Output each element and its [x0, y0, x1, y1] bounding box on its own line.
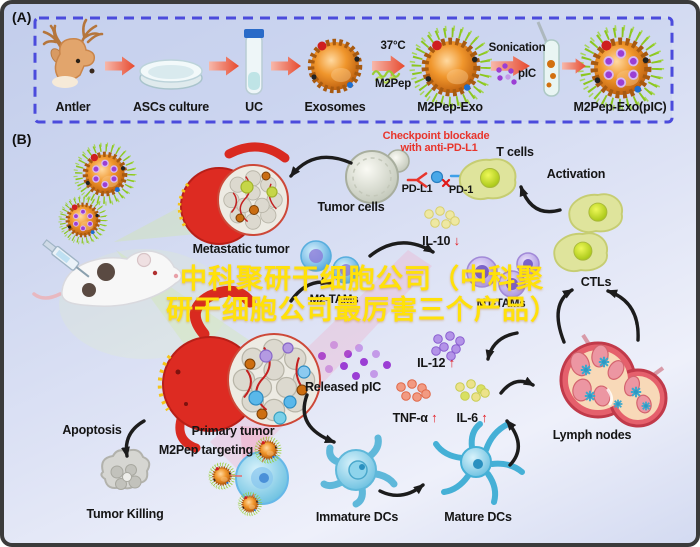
pd-blockade-icon — [406, 170, 473, 188]
t-cell-icon — [458, 158, 517, 200]
il6-name: IL-6 — [456, 411, 478, 425]
il10-dots-icon — [424, 206, 460, 229]
il10-name: IL-10 — [422, 234, 451, 248]
il12-dots-icon — [431, 331, 465, 361]
antler-label: Antler — [55, 100, 91, 114]
exosomes-label: Exosomes — [304, 100, 366, 114]
il12-label: IL-12 ↑ — [417, 355, 455, 370]
ctl-cell-icon — [568, 193, 624, 233]
pd-1-label: PD-1 — [448, 184, 474, 196]
immature-dc-icon — [320, 434, 398, 508]
tnfa-up-arrow-icon: ↑ — [431, 410, 438, 425]
temp-label: 37°C — [380, 40, 406, 52]
ctls-label: CTLs — [580, 275, 612, 289]
watermark-line2: 研干细胞公司最厉害三个产品） — [166, 295, 558, 325]
mature-dc-icon — [433, 421, 525, 505]
m2pep-label: M2Pep — [374, 78, 412, 90]
flow-arrows — [121, 155, 640, 498]
metastatic-tumor-icon — [177, 142, 290, 245]
il10-label: IL-10 ↓ — [422, 233, 460, 248]
panel-b-label: (B) — [12, 131, 32, 147]
m2-tams-label: M2-TAMs — [309, 294, 359, 306]
m2-tams-icon — [300, 240, 360, 284]
syringe-icon — [42, 239, 90, 278]
il12-up-arrow-icon: ↑ — [448, 355, 456, 370]
m1-tams-icon — [466, 252, 540, 298]
watermark-line1: 中科聚研干细胞公司（中科聚 — [180, 264, 544, 294]
pic-dots-icon — [496, 63, 517, 85]
lymph-nodes-label: Lymph nodes — [552, 428, 632, 442]
metastatic-tumor-label: Metastatic tumor — [192, 242, 290, 256]
lymph-node-icon — [559, 333, 668, 428]
il10-down-arrow-icon: ↓ — [453, 233, 461, 248]
tumor-cells-icon — [345, 149, 410, 204]
il6-dots-icon — [455, 379, 490, 402]
primary-tumor-label: Primary tumor — [191, 424, 275, 438]
sonication-label: Sonication — [488, 42, 546, 54]
pic-label: pIC — [518, 68, 536, 80]
uc-label: UC — [245, 100, 263, 114]
sonication-tube-icon — [536, 21, 560, 97]
activation-label: Activation — [546, 167, 606, 181]
checkpoint-line1: Checkpoint blockade — [382, 130, 490, 142]
watermark-text: 中科聚研干细胞公司（中科聚 研干细胞公司最厉害三个产品） — [166, 264, 558, 326]
immature-dcs-label: Immature DCs — [315, 510, 399, 524]
mouse-icon — [32, 250, 183, 307]
panel-b-art — [32, 142, 668, 517]
uc-tube-icon — [244, 29, 264, 95]
m2pep-targeting-cell-icon — [207, 435, 289, 517]
ascs-culture-label: ASCs culture — [132, 100, 210, 114]
m2pep-peptide-icon — [371, 70, 401, 84]
released-pic-dots-icon — [318, 341, 391, 380]
released-pic-label: Released pIC — [304, 380, 382, 394]
petri-dish-icon — [139, 59, 203, 90]
apoptotic-cell-icon — [100, 448, 151, 490]
il6-up-arrow-icon: ↑ — [481, 410, 488, 425]
mature-dcs-label: Mature DCs — [444, 510, 512, 524]
il6-label: IL-6 ↑ — [456, 410, 487, 425]
tumor-cells-label: Tumor cells — [317, 200, 385, 214]
deer-antler-icon — [42, 18, 104, 88]
checkpoint-line2: with anti-PD-L1 — [400, 142, 478, 154]
m1-tams-label: M1-TAMs — [476, 298, 526, 310]
m2pep-exo-label: M2Pep-Exo — [417, 100, 483, 114]
tnfa-label: TNF-α ↑ — [393, 410, 438, 425]
m2pep-exo-pic-label: M2Pep-Exo(pIC) — [573, 100, 667, 114]
il12-name: IL-12 — [417, 356, 446, 370]
m2pep-targeting-label: M2Pep targeting — [158, 443, 254, 457]
panel-a-label: (A) — [12, 9, 32, 25]
tnfa-name: TNF-α — [392, 411, 428, 425]
tnfa-dots-icon — [396, 379, 431, 402]
injected-exosome-icon — [75, 144, 134, 203]
panel-a-art — [33, 16, 674, 124]
ctl-cell-icon — [553, 232, 609, 272]
t-cells-label: T cells — [496, 145, 534, 159]
pd-l1-label: PD-L1 — [401, 183, 433, 195]
primary-tumor-icon — [157, 285, 321, 453]
tumor-killing-label: Tumor Killing — [86, 507, 164, 521]
figure-art — [32, 16, 674, 517]
apoptosis-label: Apoptosis — [62, 423, 122, 437]
